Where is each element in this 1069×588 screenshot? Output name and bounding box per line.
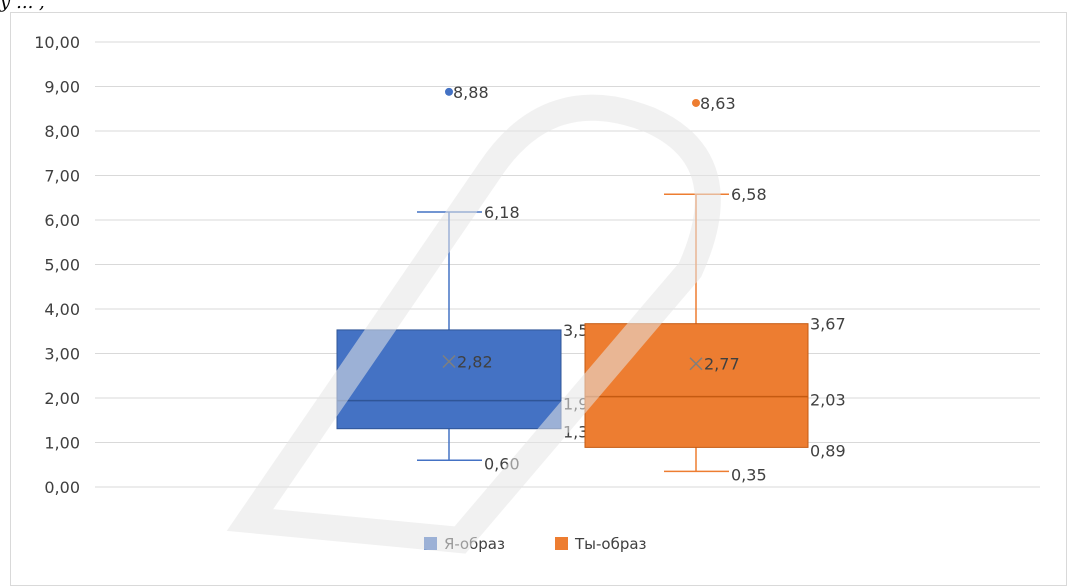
outlier-label: 8,88 xyxy=(453,83,489,102)
outlier-label: 8,63 xyxy=(700,94,736,113)
grid-lines xyxy=(95,41,1040,488)
legend-swatch-1 xyxy=(424,537,437,550)
legend-swatch-2 xyxy=(555,537,568,550)
mean-label: 2,77 xyxy=(704,355,740,374)
y-tick-label: 8,00 xyxy=(44,122,80,141)
box-series-2: 8,63 6,58 0,35 2,77 3,67 2,03 0,89 xyxy=(584,94,846,484)
y-axis-tick-labels: 0,00 1,00 2,00 3,00 4,00 5,00 6,00 7,00 8,00 9,00… xyxy=(34,33,80,497)
max-label: 6,18 xyxy=(484,203,520,222)
y-tick-label: 6,00 xyxy=(44,211,80,230)
y-tick-label: 7,00 xyxy=(44,167,80,186)
y-tick-label: 4,00 xyxy=(44,300,80,319)
mean-label: 2,82 xyxy=(457,353,493,372)
q3-label: 3,67 xyxy=(810,315,846,334)
y-tick-label: 2,00 xyxy=(44,389,80,408)
min-label: 0,35 xyxy=(731,465,767,484)
page-text-fragment: у ... , xyxy=(0,0,45,13)
outlier-point xyxy=(692,98,700,107)
y-tick-label: 9,00 xyxy=(44,78,80,97)
y-tick-label: 5,00 xyxy=(44,256,80,275)
median-label: 2,03 xyxy=(810,391,846,410)
box-series-1: 8,886,180,602,823,531,941,31 xyxy=(336,83,599,473)
y-tick-label: 0,00 xyxy=(44,478,80,497)
min-label: 0,60 xyxy=(484,454,520,473)
y-tick-label: 10,00 xyxy=(34,33,80,52)
iqr-box xyxy=(336,329,562,430)
q1-label: 0,89 xyxy=(810,441,846,460)
max-label: 6,58 xyxy=(731,185,767,204)
iqr-box xyxy=(584,323,809,448)
legend: Я-образ Ты-образ xyxy=(424,535,647,553)
outlier-point xyxy=(445,87,453,96)
y-tick-label: 1,00 xyxy=(44,434,80,453)
y-tick-label: 3,00 xyxy=(44,345,80,364)
legend-label-1: Я-образ xyxy=(444,535,505,553)
box-series: 8,886,180,602,823,531,941,318,636,580,35… xyxy=(336,83,846,484)
legend-label-2: Ты-образ xyxy=(574,535,647,553)
